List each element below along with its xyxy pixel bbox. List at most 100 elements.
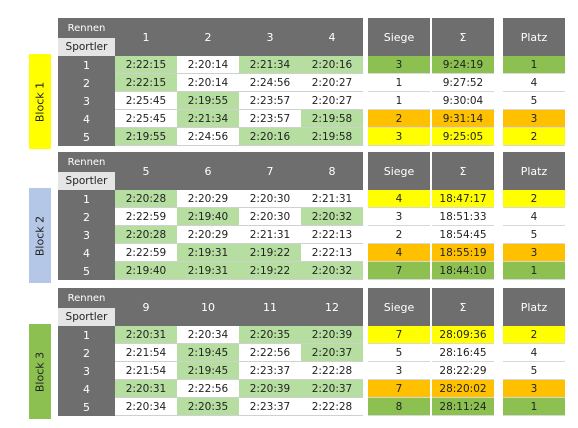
race-time-cell[interactable]: 2:24:56 bbox=[177, 128, 239, 146]
race-time-cell[interactable]: 2:22:56 bbox=[177, 380, 239, 398]
race-time-cell[interactable]: 2:20:34 bbox=[115, 398, 177, 416]
race-time-cell[interactable]: 2:20:31 bbox=[115, 326, 177, 344]
race-time-cell[interactable]: 2:22:28 bbox=[301, 362, 363, 380]
race-time-cell[interactable]: 2:22:56 bbox=[239, 344, 301, 362]
platz-cell[interactable]: 3 bbox=[503, 380, 565, 398]
race-time-cell[interactable]: 2:20:16 bbox=[239, 128, 301, 146]
platz-cell[interactable]: 2 bbox=[503, 326, 565, 344]
sum-cell[interactable]: 18:55:19 bbox=[432, 244, 494, 262]
sum-cell[interactable]: 9:27:52 bbox=[432, 74, 494, 92]
race-time-cell[interactable]: 2:23:37 bbox=[239, 398, 301, 416]
siege-cell[interactable]: 4 bbox=[368, 244, 430, 262]
sum-cell[interactable]: 18:47:17 bbox=[432, 190, 494, 208]
race-time-cell[interactable]: 2:21:34 bbox=[177, 110, 239, 128]
sum-cell[interactable]: 28:20:02 bbox=[432, 380, 494, 398]
race-time-cell[interactable]: 2:20:29 bbox=[177, 190, 239, 208]
race-time-cell[interactable]: 2:19:58 bbox=[301, 110, 363, 128]
race-time-cell[interactable]: 2:19:45 bbox=[177, 362, 239, 380]
platz-cell[interactable]: 1 bbox=[503, 398, 565, 416]
siege-cell[interactable]: 3 bbox=[368, 128, 430, 146]
siege-cell[interactable]: 5 bbox=[368, 344, 430, 362]
race-time-cell[interactable]: 2:20:28 bbox=[115, 226, 177, 244]
siege-cell[interactable]: 3 bbox=[368, 208, 430, 226]
platz-cell[interactable]: 2 bbox=[503, 190, 565, 208]
race-time-cell[interactable]: 2:20:14 bbox=[177, 74, 239, 92]
platz-cell[interactable]: 4 bbox=[503, 208, 565, 226]
race-time-cell[interactable]: 2:25:45 bbox=[115, 92, 177, 110]
race-time-cell[interactable]: 2:24:56 bbox=[239, 74, 301, 92]
race-time-cell[interactable]: 2:20:32 bbox=[301, 208, 363, 226]
race-time-cell[interactable]: 2:22:15 bbox=[115, 56, 177, 74]
race-time-cell[interactable]: 2:20:39 bbox=[239, 380, 301, 398]
race-time-cell[interactable]: 2:19:22 bbox=[239, 262, 301, 280]
race-time-cell[interactable]: 2:21:31 bbox=[301, 190, 363, 208]
sum-cell[interactable]: 9:31:14 bbox=[432, 110, 494, 128]
race-time-cell[interactable]: 2:20:35 bbox=[177, 398, 239, 416]
race-time-cell[interactable]: 2:22:13 bbox=[301, 244, 363, 262]
platz-cell[interactable]: 5 bbox=[503, 92, 565, 110]
race-time-cell[interactable]: 2:19:22 bbox=[239, 244, 301, 262]
race-time-cell[interactable]: 2:21:34 bbox=[239, 56, 301, 74]
siege-cell[interactable]: 7 bbox=[368, 262, 430, 280]
siege-cell[interactable]: 2 bbox=[368, 110, 430, 128]
race-time-cell[interactable]: 2:22:28 bbox=[301, 398, 363, 416]
race-time-cell[interactable]: 2:19:31 bbox=[177, 244, 239, 262]
race-time-cell[interactable]: 2:19:31 bbox=[177, 262, 239, 280]
race-time-cell[interactable]: 2:25:45 bbox=[115, 110, 177, 128]
platz-cell[interactable]: 1 bbox=[503, 262, 565, 280]
sum-cell[interactable]: 28:16:45 bbox=[432, 344, 494, 362]
race-time-cell[interactable]: 2:20:27 bbox=[301, 92, 363, 110]
sum-cell[interactable]: 9:30:04 bbox=[432, 92, 494, 110]
race-time-cell[interactable]: 2:19:45 bbox=[177, 344, 239, 362]
race-time-cell[interactable]: 2:22:59 bbox=[115, 244, 177, 262]
race-time-cell[interactable]: 2:20:30 bbox=[239, 208, 301, 226]
race-time-cell[interactable]: 2:20:34 bbox=[177, 326, 239, 344]
platz-cell[interactable]: 4 bbox=[503, 74, 565, 92]
siege-cell[interactable]: 2 bbox=[368, 226, 430, 244]
race-time-cell[interactable]: 2:20:27 bbox=[301, 74, 363, 92]
race-time-cell[interactable]: 2:19:58 bbox=[301, 128, 363, 146]
race-time-cell[interactable]: 2:22:59 bbox=[115, 208, 177, 226]
race-time-cell[interactable]: 2:20:32 bbox=[301, 262, 363, 280]
race-time-cell[interactable]: 2:22:13 bbox=[301, 226, 363, 244]
sum-cell[interactable]: 9:24:19 bbox=[432, 56, 494, 74]
race-time-cell[interactable]: 2:20:29 bbox=[177, 226, 239, 244]
race-time-cell[interactable]: 2:23:57 bbox=[239, 92, 301, 110]
siege-cell[interactable]: 7 bbox=[368, 380, 430, 398]
race-time-cell[interactable]: 2:20:30 bbox=[239, 190, 301, 208]
race-time-cell[interactable]: 2:19:55 bbox=[177, 92, 239, 110]
sum-cell[interactable]: 18:54:45 bbox=[432, 226, 494, 244]
race-time-cell[interactable]: 2:21:54 bbox=[115, 362, 177, 380]
platz-cell[interactable]: 1 bbox=[503, 56, 565, 74]
race-time-cell[interactable]: 2:21:54 bbox=[115, 344, 177, 362]
sum-cell[interactable]: 28:11:24 bbox=[432, 398, 494, 416]
siege-cell[interactable]: 3 bbox=[368, 362, 430, 380]
race-time-cell[interactable]: 2:20:35 bbox=[239, 326, 301, 344]
race-time-cell[interactable]: 2:19:55 bbox=[115, 128, 177, 146]
sum-cell[interactable]: 9:25:05 bbox=[432, 128, 494, 146]
siege-cell[interactable]: 1 bbox=[368, 74, 430, 92]
race-time-cell[interactable]: 2:20:37 bbox=[301, 380, 363, 398]
siege-cell[interactable]: 3 bbox=[368, 56, 430, 74]
race-time-cell[interactable]: 2:20:31 bbox=[115, 380, 177, 398]
sum-cell[interactable]: 28:22:29 bbox=[432, 362, 494, 380]
sum-cell[interactable]: 18:44:10 bbox=[432, 262, 494, 280]
race-time-cell[interactable]: 2:20:39 bbox=[301, 326, 363, 344]
sum-cell[interactable]: 28:09:36 bbox=[432, 326, 494, 344]
platz-cell[interactable]: 4 bbox=[503, 344, 565, 362]
siege-cell[interactable]: 1 bbox=[368, 92, 430, 110]
platz-cell[interactable]: 2 bbox=[503, 128, 565, 146]
race-time-cell[interactable]: 2:21:31 bbox=[239, 226, 301, 244]
platz-cell[interactable]: 3 bbox=[503, 244, 565, 262]
race-time-cell[interactable]: 2:22:15 bbox=[115, 74, 177, 92]
race-time-cell[interactable]: 2:20:28 bbox=[115, 190, 177, 208]
siege-cell[interactable]: 8 bbox=[368, 398, 430, 416]
race-time-cell[interactable]: 2:20:37 bbox=[301, 344, 363, 362]
race-time-cell[interactable]: 2:23:57 bbox=[239, 110, 301, 128]
race-time-cell[interactable]: 2:20:16 bbox=[301, 56, 363, 74]
platz-cell[interactable]: 5 bbox=[503, 362, 565, 380]
siege-cell[interactable]: 4 bbox=[368, 190, 430, 208]
sum-cell[interactable]: 18:51:33 bbox=[432, 208, 494, 226]
race-time-cell[interactable]: 2:23:37 bbox=[239, 362, 301, 380]
siege-cell[interactable]: 7 bbox=[368, 326, 430, 344]
